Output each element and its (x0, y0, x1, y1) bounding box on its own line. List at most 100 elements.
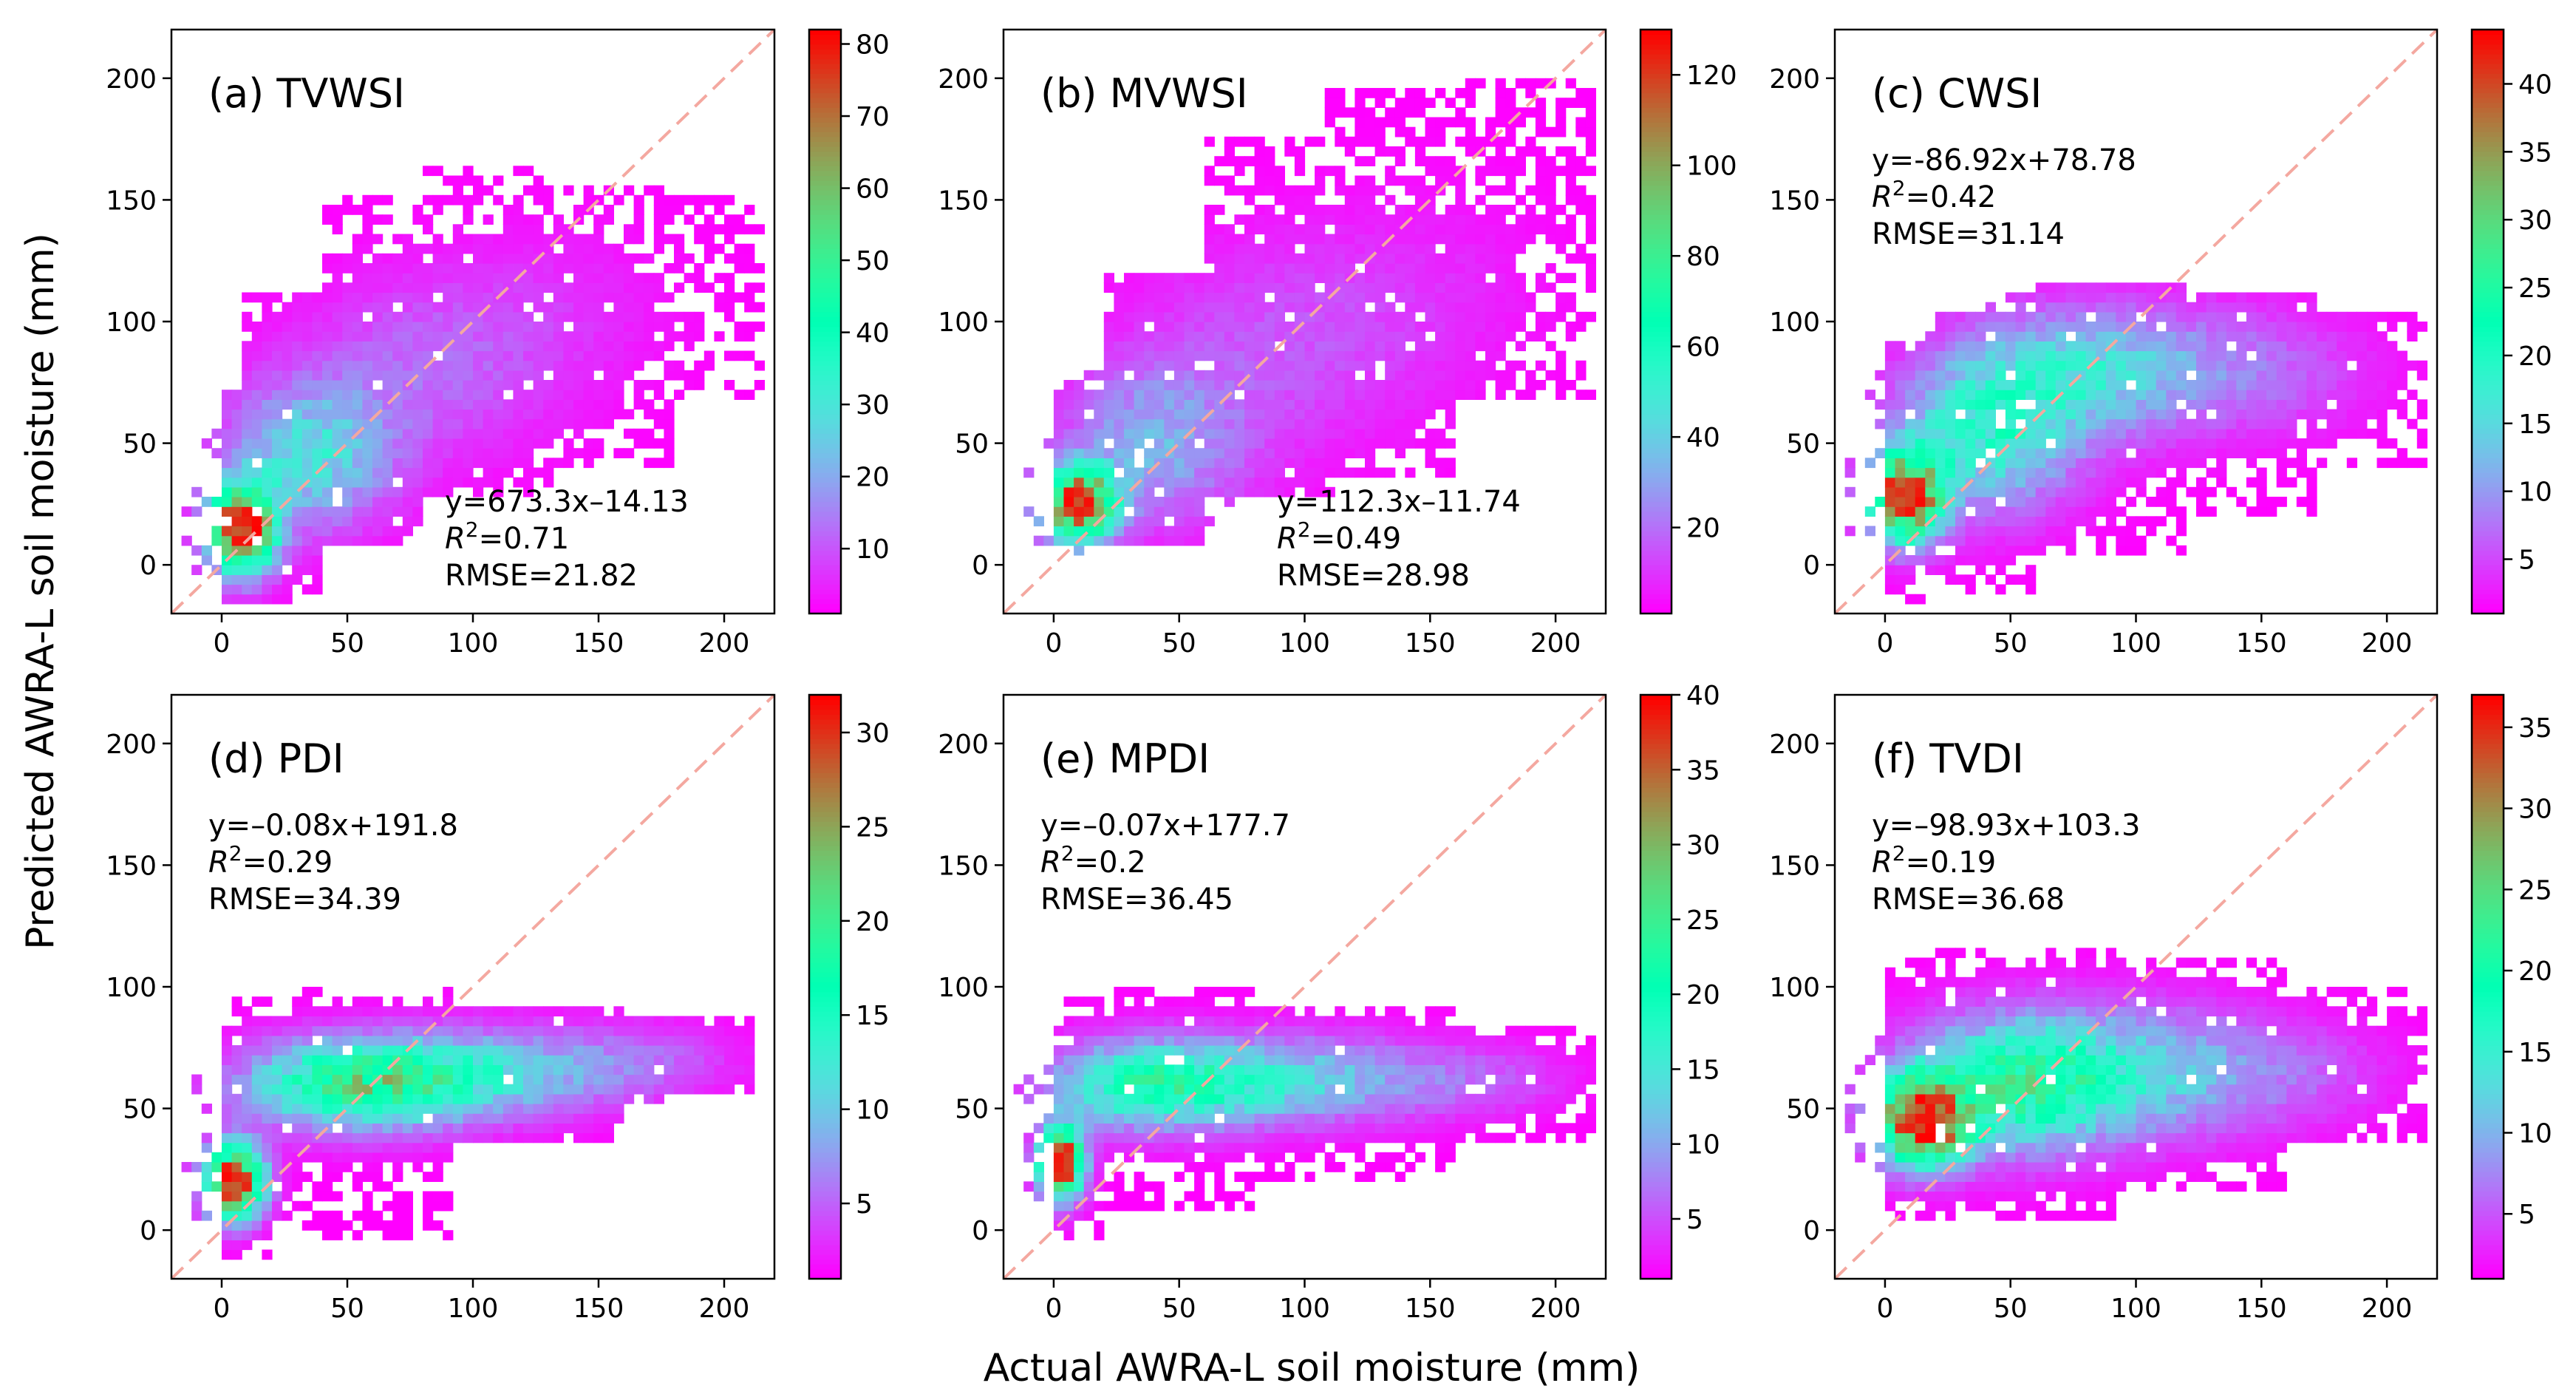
heatmap-cell (573, 399, 585, 410)
heatmap-cell (523, 185, 534, 196)
heatmap-cell (674, 331, 685, 341)
colorbar-segment (2472, 214, 2504, 220)
heatmap-cell (664, 263, 675, 273)
heatmap-cell (443, 1191, 454, 1202)
heatmap-cell (714, 224, 725, 235)
heatmap-cell (1134, 360, 1145, 371)
heatmap-cell (1063, 390, 1074, 400)
heatmap-cell (2196, 399, 2207, 410)
heatmap-cell (2065, 350, 2076, 361)
heatmap-cell (1385, 390, 1396, 400)
heatmap-cell (412, 418, 423, 429)
heatmap-cell (1405, 205, 1416, 215)
heatmap-cell (1545, 224, 1556, 235)
heatmap-cell (1164, 390, 1175, 400)
heatmap-cell (684, 322, 695, 332)
y-tick-label: 100 (106, 307, 157, 338)
heatmap-cell (513, 331, 524, 341)
heatmap-cell (2286, 341, 2297, 352)
heatmap-cell (1173, 526, 1185, 537)
heatmap-cell (2276, 458, 2287, 469)
heatmap-cell (1224, 136, 1235, 147)
heatmap-cell (2317, 370, 2328, 381)
heatmap-cell (362, 1152, 373, 1163)
heatmap-cell (412, 1055, 423, 1065)
heatmap-cell (1585, 205, 1596, 215)
heatmap-cell (2116, 467, 2127, 478)
heatmap-cell (2156, 302, 2167, 313)
heatmap-cell (423, 1191, 434, 1202)
heatmap-cell (1284, 486, 1295, 497)
heatmap-cell (624, 273, 635, 283)
heatmap-cell (1365, 234, 1376, 245)
heatmap-cell (262, 1064, 273, 1076)
heatmap-cell (443, 1016, 454, 1027)
heatmap-cell (2146, 458, 2157, 469)
heatmap-cell (2116, 360, 2127, 371)
heatmap-cell (1975, 322, 1986, 332)
heatmap-cell (2266, 448, 2277, 458)
heatmap-cell (2076, 418, 2087, 429)
heatmap-cell (1515, 156, 1526, 166)
heatmap-cell (372, 1084, 384, 1095)
heatmap-cell (432, 1025, 443, 1036)
heatmap-cell (1545, 185, 1556, 196)
heatmap-cell (231, 438, 242, 449)
heatmap-cell (362, 1074, 373, 1085)
heatmap-cell (1374, 302, 1386, 313)
heatmap-cell (1455, 282, 1466, 293)
heatmap-cell (1525, 292, 1536, 303)
heatmap-cell (463, 418, 474, 429)
heatmap-cell (2236, 399, 2247, 410)
heatmap-cell (443, 477, 454, 488)
heatmap-cell (301, 341, 313, 352)
heatmap-cell (2085, 428, 2096, 439)
heatmap-cell (322, 370, 333, 381)
heatmap-cell (502, 302, 514, 313)
heatmap-cell (2146, 370, 2157, 381)
heatmap-cell (2166, 418, 2177, 429)
heatmap-cell (2105, 448, 2116, 458)
heatmap-cell (1284, 214, 1295, 225)
heatmap-cell (272, 1152, 283, 1163)
heatmap-cell (2105, 360, 2116, 371)
heatmap-cell (1365, 292, 1376, 303)
heatmap-cell (593, 322, 604, 332)
heatmap-cell (1975, 497, 1986, 507)
heatmap-cell (664, 341, 675, 352)
heatmap-cell (644, 282, 655, 293)
heatmap-cell (282, 438, 293, 449)
heatmap-cell (432, 205, 443, 215)
heatmap-cell (231, 448, 242, 458)
heatmap-cell (262, 1191, 273, 1202)
heatmap-cell (1945, 331, 1956, 341)
heatmap-cell (1475, 234, 1486, 245)
heatmap-cell (2196, 370, 2207, 381)
heatmap-cell (473, 234, 484, 245)
heatmap-cell (1124, 380, 1135, 390)
heatmap-cell (1315, 331, 1326, 341)
heatmap-cell (211, 1162, 222, 1172)
heatmap-cell (292, 1181, 303, 1192)
heatmap-cell (412, 292, 423, 303)
heatmap-cell (2196, 477, 2207, 488)
heatmap-cell (2326, 428, 2337, 439)
heatmap-cell (2357, 322, 2368, 332)
heatmap-cell (1315, 253, 1326, 264)
heatmap-cell (2256, 322, 2267, 332)
heatmap-cell (1344, 409, 1355, 420)
heatmap-cell (2175, 467, 2187, 478)
heatmap-cell (463, 273, 474, 283)
heatmap-cell (1844, 458, 1856, 469)
heatmap-cell (734, 292, 745, 303)
heatmap-cell (2306, 477, 2317, 488)
heatmap-cell (382, 1132, 393, 1144)
heatmap-cell (1214, 467, 1225, 478)
heatmap-cell (2346, 428, 2357, 439)
heatmap-cell (1445, 458, 1456, 469)
heatmap-cell (251, 1132, 262, 1144)
heatmap-cell (272, 486, 283, 497)
heatmap-cell (301, 1172, 313, 1182)
heatmap-cell (1204, 438, 1215, 449)
heatmap-cell (1204, 516, 1215, 527)
